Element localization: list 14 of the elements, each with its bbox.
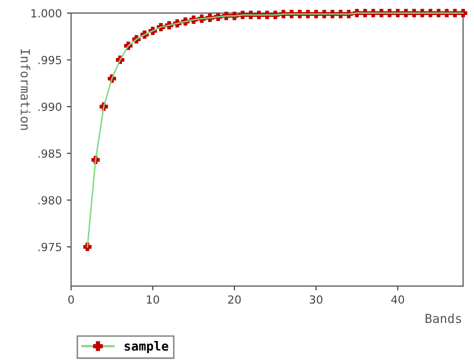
y-tick-label: .975 [38, 242, 62, 252]
y-tick-label: .995 [38, 56, 62, 64]
x-axis-title: Bands [426, 313, 462, 324]
x-tick-label: 30 [310, 295, 322, 304]
x-tick-label: 20 [228, 295, 241, 304]
y-tick-label: .985 [38, 149, 62, 158]
y-axis-title: Information [20, 49, 30, 130]
legend-label: sample [124, 341, 168, 354]
x-tick-label: 10 [146, 295, 160, 304]
x-tick-label: 0 [68, 295, 74, 304]
y-tick-label: .980 [38, 196, 62, 204]
y-tick-label: .990 [38, 102, 62, 111]
x-tick-label: 40 [391, 295, 404, 304]
y-tick-label: 1.000 [31, 9, 62, 18]
